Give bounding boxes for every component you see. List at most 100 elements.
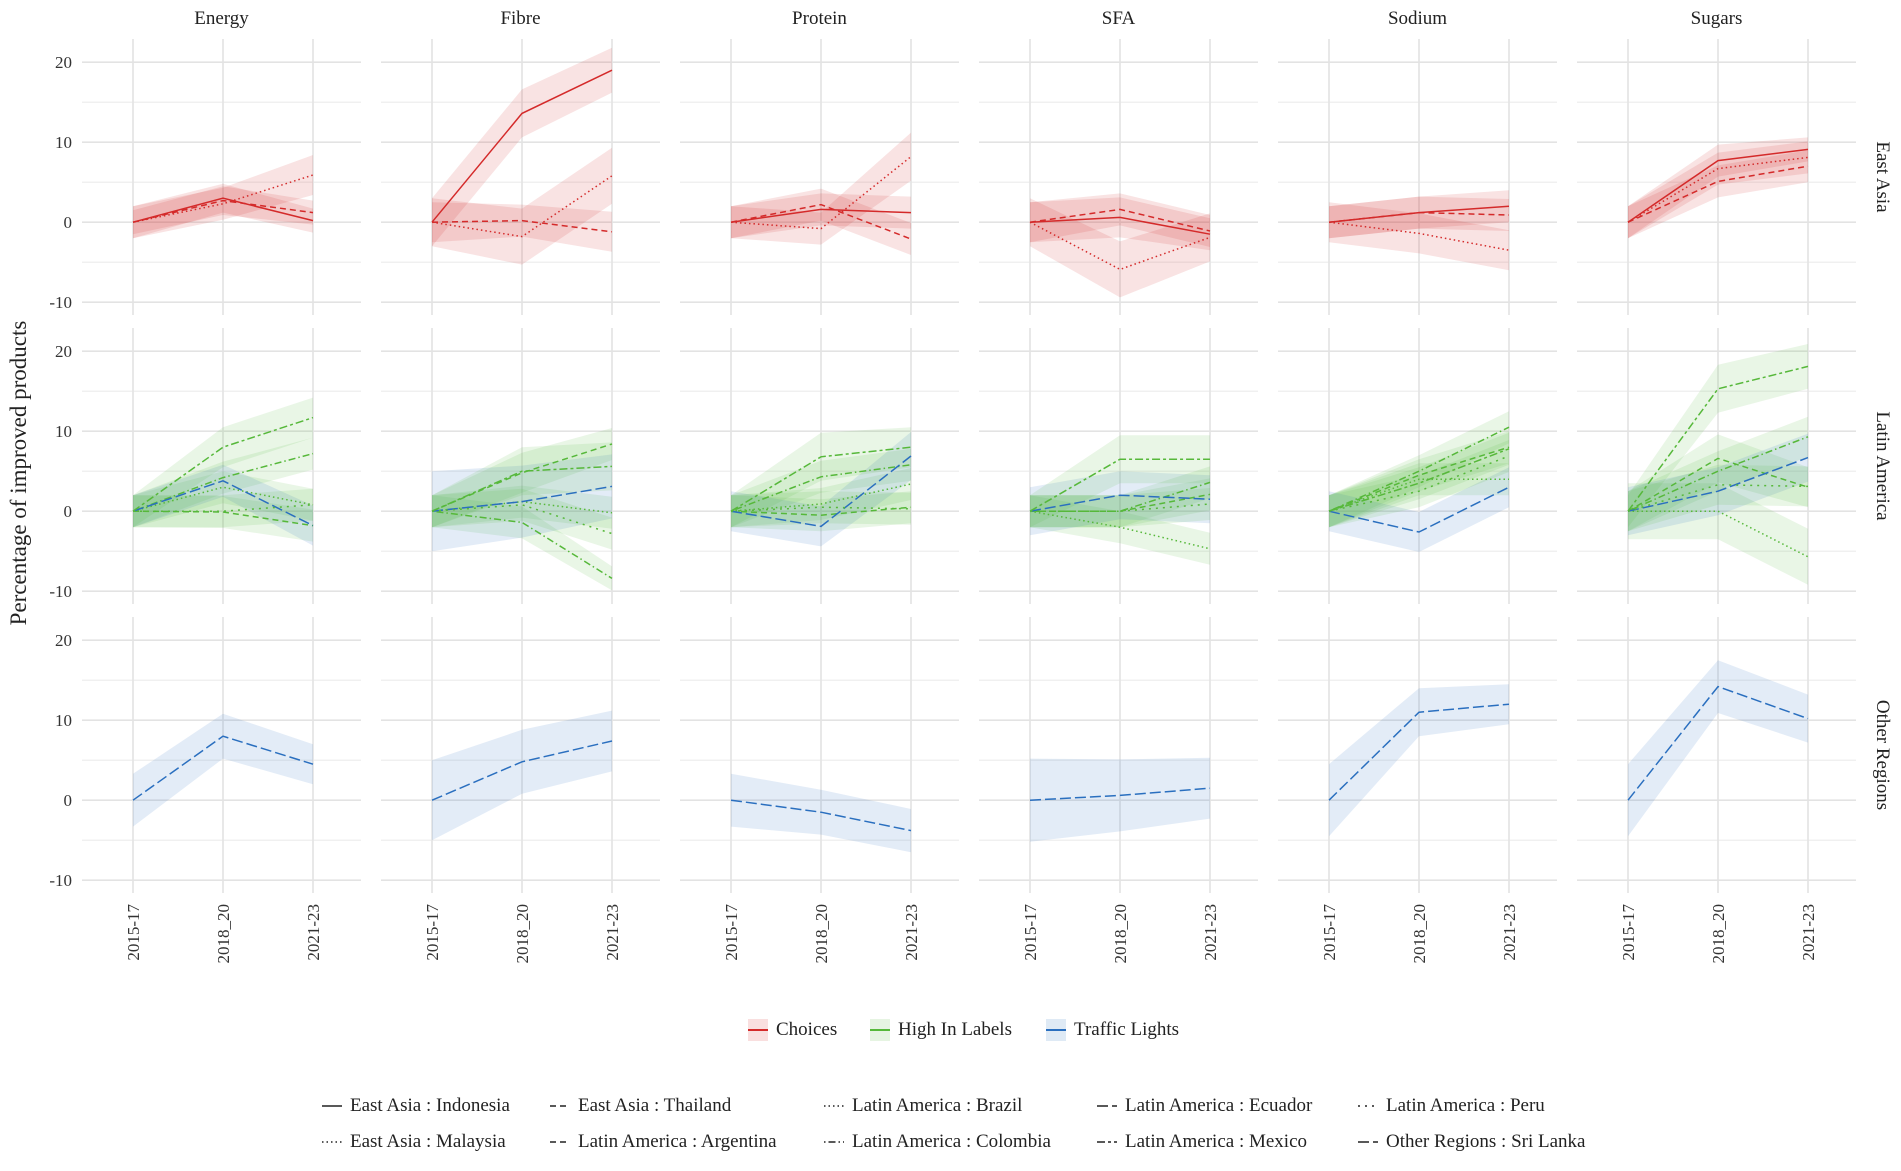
confidence-ribbon — [731, 491, 911, 532]
legend-linetype-icon — [322, 1105, 342, 1107]
panel-sodium-latin-america — [1278, 328, 1557, 604]
series-line-malaysia — [1328, 221, 1510, 251]
confidence-ribbon — [1030, 478, 1210, 528]
series-line-brazil — [1029, 510, 1211, 550]
row-strip-label: Other Regions — [1872, 700, 1893, 810]
x-tick-label: 2018_20 — [513, 904, 532, 964]
confidence-ribbon — [1030, 757, 1210, 842]
linetype-legend-item: Latin America : Peru — [1358, 1095, 1545, 1117]
series-line-indonesia — [1029, 216, 1211, 235]
confidence-ribbon — [1628, 344, 1808, 528]
linetype-legend-item: Latin America : Colombia — [824, 1131, 1051, 1153]
confidence-ribbon — [133, 397, 313, 528]
legend-label: Latin America : Colombia — [852, 1131, 1051, 1152]
linetype-legend-item: Latin America : Mexico — [1097, 1131, 1307, 1153]
row-strip-label: Latin America — [1872, 411, 1893, 521]
linetype-legend-item: Latin America : Ecuador — [1097, 1095, 1312, 1117]
legend-label: East Asia : Malaysia — [350, 1131, 506, 1152]
confidence-ribbon — [1329, 432, 1509, 528]
series-line-thailand — [1029, 208, 1211, 232]
series-line-sri-lanka — [1627, 685, 1809, 801]
confidence-ribbon — [432, 488, 612, 550]
confidence-ribbon — [432, 428, 612, 528]
confidence-ribbon — [1628, 483, 1808, 585]
confidence-ribbon — [432, 202, 612, 252]
x-tick-label: 2015-17 — [722, 904, 741, 961]
panel-sugars-latin-america — [1577, 328, 1856, 604]
series-line-ecuador — [431, 485, 613, 512]
confidence-ribbon — [432, 147, 612, 265]
series-line-indonesia — [1627, 148, 1809, 223]
panel-sfa-other-regions — [979, 617, 1258, 893]
row-strip-label: East Asia — [1872, 141, 1893, 213]
panel-fibre-east-asia — [381, 39, 660, 315]
series-line-indonesia — [132, 197, 314, 223]
series-line-sri-lanka — [132, 735, 314, 801]
panel-sodium-other-regions — [1278, 617, 1557, 893]
confidence-ribbon — [133, 495, 313, 542]
confidence-ribbon — [1030, 197, 1210, 251]
confidence-ribbon — [432, 47, 612, 247]
legend-linetype-icon — [322, 1141, 342, 1143]
panel-sfa-latin-america — [979, 328, 1258, 604]
confidence-ribbon — [731, 432, 911, 547]
series-line-peru — [1030, 503, 1211, 512]
series-line-colombia — [1328, 426, 1510, 512]
x-tick-label: 2018_20 — [812, 904, 831, 964]
confidence-ribbon — [1628, 433, 1808, 536]
x-tick-label: 2015-17 — [1619, 904, 1638, 961]
series-line-indonesia — [431, 69, 613, 223]
panel-sodium-east-asia — [1278, 39, 1557, 315]
confidence-ribbon — [133, 488, 313, 528]
x-tick-label: 2018_20 — [214, 904, 233, 964]
series-line-sri-lanka — [1029, 787, 1211, 801]
series-line-argentina — [1328, 446, 1510, 512]
confidence-ribbon — [1030, 435, 1210, 528]
y-axis-title: Percentage of improved products — [6, 321, 31, 626]
confidence-ribbon — [1628, 434, 1808, 532]
column-strip-label: Fibre — [500, 8, 540, 29]
series-line-colombia — [730, 464, 912, 512]
column-strip-label: Protein — [792, 8, 847, 29]
confidence-ribbon — [1030, 495, 1210, 565]
x-tick-label: 2021-23 — [304, 904, 323, 961]
y-tick-label: 0 — [64, 502, 73, 521]
confidence-ribbon — [1030, 198, 1210, 298]
confidence-ribbon — [432, 710, 612, 841]
series-line-brazil — [1628, 510, 1809, 558]
legend-label: Choices — [776, 1019, 838, 1040]
confidence-ribbon — [1329, 190, 1509, 239]
series-line-indonesia — [730, 208, 912, 223]
legend-swatch-icon — [870, 1019, 890, 1041]
series-line-thailand — [431, 219, 613, 233]
series-line-mexico — [1029, 458, 1210, 512]
column-strip-label: Energy — [194, 8, 249, 29]
legend-linetype-icon — [1358, 1105, 1378, 1107]
confidence-ribbon — [1628, 141, 1808, 239]
x-tick-label: 2021-23 — [1201, 904, 1220, 961]
legend-linetype-icon — [1097, 1105, 1117, 1107]
legend-swatch-icon — [1046, 1019, 1066, 1041]
confidence-ribbon — [432, 485, 612, 529]
confidence-ribbon — [731, 132, 911, 245]
legend-linetype-icon — [1097, 1141, 1117, 1143]
series-line-argentina — [431, 443, 613, 512]
panel-sugars-east-asia — [1577, 39, 1856, 315]
series-line-mexico — [431, 465, 613, 512]
y-tick-label: 0 — [64, 791, 73, 810]
panel-sugars-other-regions — [1577, 617, 1856, 893]
series-line-mexico — [1328, 448, 1510, 512]
legend-label: Latin America : Brazil — [852, 1095, 1023, 1116]
series-line-brazil — [730, 483, 912, 512]
series-line-thailand — [1328, 211, 1510, 223]
series-line-thailand — [132, 199, 314, 223]
series-line-peru — [133, 504, 314, 512]
panel-energy-latin-america — [82, 328, 361, 604]
legend-linetype-icon — [824, 1141, 844, 1143]
series-line-colombia — [132, 452, 314, 512]
confidence-ribbon — [133, 186, 313, 235]
series-line-argentina — [730, 506, 912, 516]
series-line-ecuador — [132, 479, 314, 527]
confidence-ribbon — [432, 454, 612, 552]
x-tick-label: 2018_20 — [1410, 904, 1429, 964]
